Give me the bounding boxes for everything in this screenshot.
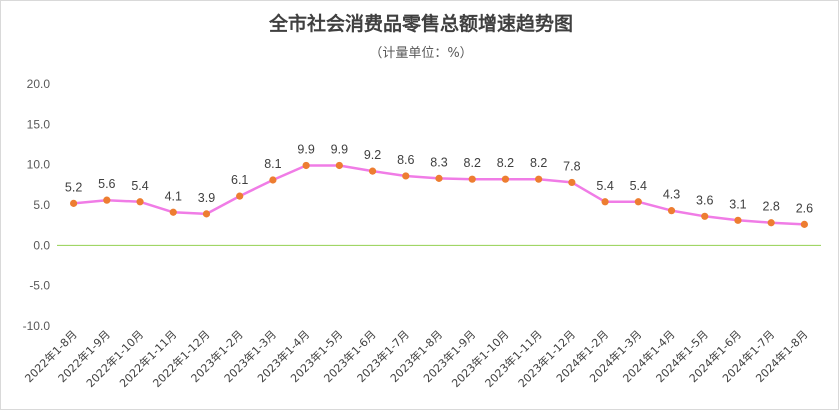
data-label: 9.2: [364, 148, 381, 162]
data-label: 2.8: [762, 200, 779, 214]
series-line: [73, 164, 805, 226]
data-label: 8.6: [397, 153, 414, 167]
data-label: 9.9: [331, 142, 348, 156]
x-tick-label: 2023年1-11月: [482, 327, 545, 390]
data-point: [169, 208, 177, 216]
y-axis-ticks: 20.0 15.0 10.0 5.0 0.0 -5.0 -10.0: [23, 77, 51, 333]
data-point: [468, 175, 476, 183]
data-label: 8.3: [430, 155, 447, 169]
x-tick-label: 2023年1-10月: [449, 327, 512, 390]
data-point: [402, 172, 410, 180]
data-point: [70, 199, 78, 207]
series-markers: [70, 161, 808, 228]
data-label: 2.6: [796, 201, 813, 215]
data-point: [568, 178, 576, 187]
data-point: [767, 219, 775, 227]
data-label: 5.6: [98, 177, 115, 191]
data-label: 5.4: [131, 179, 148, 193]
data-point: [302, 161, 310, 170]
data-point: [103, 196, 111, 204]
data-point: [701, 212, 709, 220]
data-point: [634, 198, 642, 206]
x-axis-ticks: 2022年1-8月2022年1-9月2022年1-10月2022年1-11月20…: [22, 327, 811, 390]
y-tick-label: 5.0: [33, 198, 50, 212]
data-label: 7.8: [563, 159, 580, 173]
data-point: [734, 216, 742, 224]
data-label: 5.4: [630, 179, 647, 193]
y-tick-label: -5.0: [29, 279, 50, 293]
data-label: 4.1: [165, 189, 182, 203]
y-tick-label: 15.0: [27, 117, 51, 131]
data-label: 3.1: [729, 197, 746, 211]
data-point: [601, 198, 609, 206]
data-point: [368, 167, 377, 175]
y-tick-label: 0.0: [33, 238, 50, 252]
data-label: 3.6: [696, 193, 713, 207]
x-tick-label: 2022年1-11月: [116, 327, 179, 390]
data-point: [501, 175, 510, 183]
data-point: [667, 207, 676, 215]
data-point: [269, 176, 277, 184]
chart-title: 全市社会消费品零售总额增速趋势图: [268, 12, 573, 35]
data-point: [236, 192, 244, 200]
data-label: 8.2: [530, 156, 547, 170]
data-point: [136, 198, 144, 206]
data-point: [202, 210, 211, 218]
data-point: [435, 174, 443, 182]
data-label: 3.9: [198, 191, 215, 205]
data-label: 6.1: [231, 173, 248, 187]
data-label: 4.3: [663, 188, 680, 202]
data-label: 8.1: [264, 157, 281, 171]
chart-subtitle: （计量单位：%）: [369, 46, 472, 61]
data-label: 5.2: [65, 180, 82, 194]
data-point: [535, 175, 543, 183]
data-point: [335, 161, 343, 170]
data-labels: 5.2 5.6 5.4 4.1 3.9 6.1 8.1 9.9 9.9 9.2 8.6 8.3 8.2 8…: [65, 142, 813, 215]
data-label: 8.2: [464, 156, 481, 170]
x-tick-label: 2023年1-12月: [515, 327, 578, 390]
x-tick-label: 2022年1-12月: [150, 327, 213, 390]
data-label: 8.2: [497, 156, 514, 170]
x-tick-label: 2022年1-10月: [83, 327, 146, 390]
y-tick-label: 20.0: [27, 77, 51, 91]
data-label: 9.9: [297, 142, 314, 156]
y-tick-label: -10.0: [23, 319, 51, 333]
data-label: 5.4: [596, 179, 613, 193]
data-point: [800, 220, 808, 228]
y-tick-label: 10.0: [27, 158, 51, 172]
